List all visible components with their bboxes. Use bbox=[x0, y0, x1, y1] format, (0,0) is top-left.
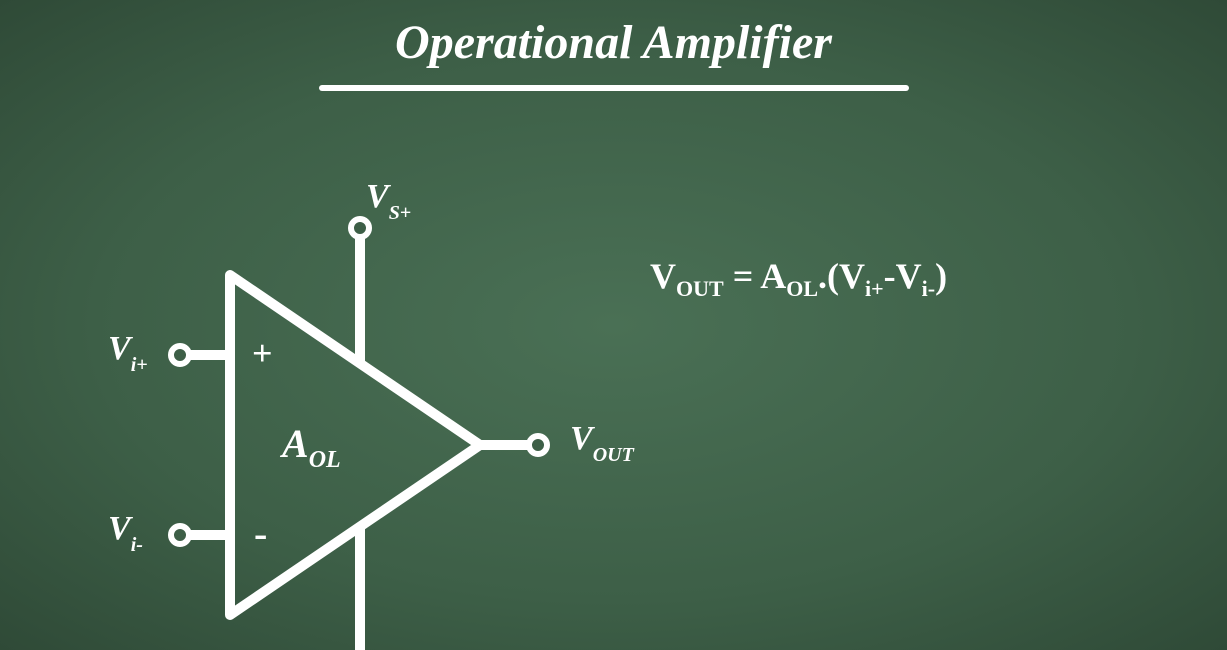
gain-label: AOL bbox=[282, 420, 341, 467]
vs-plus-node bbox=[351, 219, 369, 237]
vi-minus-node bbox=[171, 526, 189, 544]
formula: VOUT = AOL.(Vi+-Vi-) bbox=[650, 255, 947, 297]
vout-label: VOUT bbox=[570, 420, 634, 459]
opamp-diagram bbox=[0, 0, 1227, 650]
vi-plus-node bbox=[171, 346, 189, 364]
vs-plus-label: VS+ bbox=[366, 178, 411, 217]
input-minus-symbol: - bbox=[254, 510, 267, 557]
vi-minus-label: Vi- bbox=[108, 510, 143, 549]
input-plus-symbol: + bbox=[252, 332, 273, 374]
vi-plus-label: Vi+ bbox=[108, 330, 148, 369]
vout-node bbox=[529, 436, 547, 454]
